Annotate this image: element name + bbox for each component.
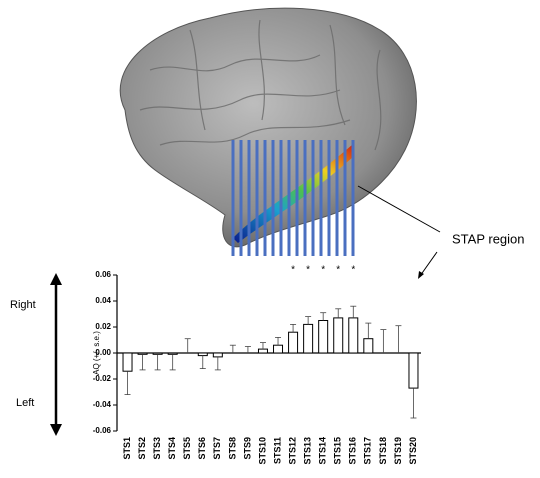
error-bar — [410, 388, 417, 419]
error-bar — [124, 371, 131, 396]
bar — [408, 352, 419, 389]
significance-mark: * — [291, 265, 295, 276]
y-tick-label: 0.02 — [95, 322, 111, 331]
bar — [257, 348, 268, 354]
x-tick-label: STS2 — [137, 437, 147, 460]
x-tick-label: STS12 — [287, 437, 297, 465]
error-bar — [320, 312, 327, 321]
pointer-arrow — [418, 251, 438, 279]
significance-mark: * — [306, 265, 310, 276]
error-bar — [380, 329, 387, 353]
bar — [137, 352, 148, 355]
x-tick-label: STS18 — [378, 437, 388, 465]
x-tick-label: STS11 — [272, 437, 282, 464]
bar — [273, 344, 284, 354]
error-bar — [229, 344, 236, 353]
bar — [363, 338, 374, 354]
error-bar — [199, 355, 206, 370]
x-tick-label: STS15 — [333, 437, 343, 465]
significance-mark: * — [321, 265, 325, 276]
bar — [303, 323, 314, 354]
bar — [197, 352, 208, 357]
x-tick-label: STS9 — [242, 437, 252, 460]
x-tick-label: STS8 — [227, 437, 237, 460]
bar — [167, 352, 178, 355]
y-tick-label: 0.06 — [95, 270, 111, 279]
plot: -0.06 -0.04 -0.02 0.00 0.02 0.04 0.06 STS1 STS2 S… — [93, 265, 421, 465]
y-axis-label: AQ (+/- s.e.) — [92, 331, 101, 375]
x-tick-label: STS19 — [393, 437, 403, 465]
error-bar — [259, 342, 266, 350]
y-tick-label: 0.04 — [95, 296, 111, 305]
error-bar — [305, 316, 312, 325]
y-tick-label: -0.04 — [93, 400, 112, 409]
error-bar — [350, 305, 357, 318]
error-bar — [335, 308, 342, 318]
x-tick-label: STS6 — [197, 437, 207, 460]
bar — [152, 352, 163, 355]
bar — [318, 320, 329, 354]
error-bar — [214, 356, 221, 371]
x-tick-label: STS13 — [303, 437, 313, 465]
x-tick-label: STS3 — [152, 437, 162, 460]
error-bar — [275, 336, 282, 346]
error-bar — [184, 338, 191, 353]
error-bar — [154, 354, 161, 371]
y-tick-label: -0.02 — [93, 374, 112, 383]
error-bar — [169, 354, 176, 371]
bar — [212, 352, 223, 358]
brain-image — [119, 7, 417, 256]
error-bar — [365, 322, 372, 339]
x-tick-label: STS1 — [122, 437, 132, 460]
significance-mark: * — [351, 265, 355, 276]
region-label: STAP region — [452, 231, 525, 246]
x-tick-label: STS20 — [408, 437, 418, 465]
x-tick-label: STS7 — [212, 437, 222, 460]
direction-label: Left — [16, 397, 34, 409]
x-tick-label: STS5 — [182, 437, 192, 460]
direction-label: Right — [10, 299, 36, 311]
x-tick-label: STS4 — [167, 437, 177, 460]
error-bar — [395, 325, 402, 353]
bar — [348, 317, 359, 354]
significance-mark: * — [336, 265, 340, 276]
x-tick-label: STS10 — [257, 437, 267, 465]
pointer-line — [357, 185, 441, 233]
error-bar — [290, 323, 297, 333]
x-tick-label: STS16 — [348, 437, 358, 465]
y-tick-label: -0.06 — [93, 426, 112, 435]
x-tick-label: STS14 — [318, 437, 328, 465]
bar — [333, 317, 344, 354]
bar — [288, 331, 299, 354]
direction-arrow — [50, 273, 62, 436]
x-tick-label: STS17 — [363, 437, 373, 465]
y-tick-label: 0.00 — [95, 348, 111, 357]
bar — [122, 352, 133, 372]
error-bar — [244, 346, 251, 353]
error-bar — [139, 354, 146, 371]
